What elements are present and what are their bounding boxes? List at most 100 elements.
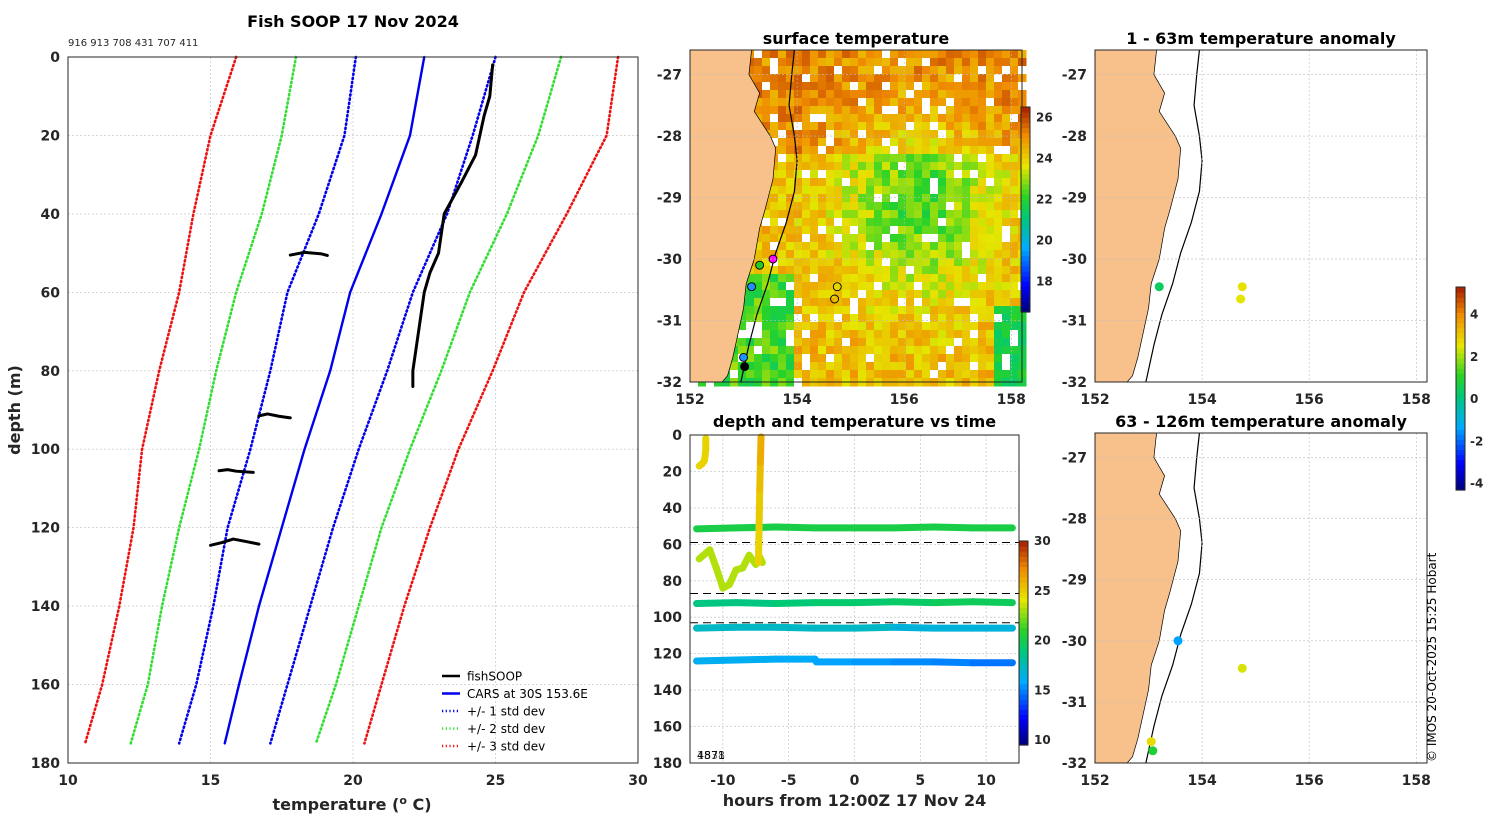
sst-cell	[922, 242, 931, 251]
sst-cell	[866, 82, 875, 91]
legend-label-4: +/- 3 std dev	[467, 740, 545, 754]
sst-cell	[818, 242, 827, 251]
anom-shallow-ytick-label: -31	[1062, 314, 1087, 330]
sst-cell	[754, 82, 763, 91]
sst-cell	[882, 290, 891, 299]
sst-cell	[898, 186, 907, 195]
sst-cell	[794, 258, 803, 267]
sst-cell	[866, 274, 875, 283]
sst-cell	[954, 58, 963, 67]
sst-cell	[818, 322, 827, 331]
sst-cell	[786, 306, 795, 315]
profile-series-line-7	[411, 63, 495, 388]
sst-cell	[850, 338, 859, 347]
sst-cell	[858, 186, 867, 195]
sst-cell	[1010, 226, 1019, 235]
sst-cell	[778, 146, 787, 155]
sst-colorbar-slice	[1021, 240, 1030, 246]
sst-cell	[874, 106, 883, 115]
sst-cell	[882, 186, 891, 195]
sst-colorbar-slice	[1021, 306, 1030, 313]
sst-cell	[914, 90, 923, 99]
sst-cell	[938, 234, 947, 243]
sst-cell	[770, 218, 779, 227]
sst-cell	[938, 186, 947, 195]
sst-cell	[882, 298, 891, 307]
sst-cell	[842, 106, 851, 115]
sst-cell	[802, 106, 811, 115]
sst-cell	[882, 338, 891, 347]
sst-cell	[898, 58, 907, 67]
sst-cell	[962, 138, 971, 147]
sst-cell	[954, 146, 963, 155]
sst-cell	[994, 218, 1003, 227]
sst-cell	[986, 130, 995, 139]
sst-colorbar-slice	[1021, 158, 1030, 164]
sst-xtick-label: 154	[782, 392, 811, 408]
sst-cell	[914, 242, 923, 251]
sst-cell	[842, 266, 851, 275]
sst-cell	[850, 138, 859, 147]
sst-cell	[978, 194, 987, 203]
sst-xtick-label: 156	[890, 392, 919, 408]
ts-colorbar-slice	[1019, 699, 1028, 705]
sst-cell	[770, 250, 779, 259]
sst-cell	[938, 362, 947, 371]
sst-cell	[938, 330, 947, 339]
sst-cell	[994, 202, 1003, 211]
sst-marker-2	[747, 282, 757, 292]
sst-cell	[946, 338, 955, 347]
sst-cell	[970, 234, 979, 243]
sst-cell	[914, 346, 923, 355]
sst-cell	[1010, 74, 1019, 83]
profile-xtick-label: 30	[628, 773, 648, 789]
sst-cell	[882, 98, 891, 107]
sst-cell	[898, 338, 907, 347]
sst-cell	[794, 362, 803, 371]
sst-cell	[746, 298, 755, 307]
sst-cell	[970, 106, 979, 115]
sst-cell	[802, 170, 811, 179]
sst-cell	[794, 58, 803, 67]
sst-cell	[882, 130, 891, 139]
sst-cell	[1010, 330, 1019, 339]
sst-cell	[882, 210, 891, 219]
sst-cell	[914, 234, 923, 243]
sst-cell	[866, 218, 875, 227]
sst-cell	[970, 154, 979, 163]
ts-colorbar-slice	[1019, 546, 1028, 552]
sst-cell	[754, 362, 763, 371]
sst-cell	[1010, 146, 1019, 155]
sst-cell	[906, 66, 915, 75]
sst-colorbar-slice	[1021, 301, 1030, 308]
anom-deep-point-3	[1148, 746, 1158, 756]
sst-cell	[746, 330, 755, 339]
ts-track-1	[693, 599, 740, 608]
sst-cell	[914, 306, 923, 315]
profile-ytick-label: 120	[31, 521, 60, 537]
sst-cell	[930, 202, 939, 211]
sst-cell	[1010, 162, 1019, 171]
profile-xlabel-text: temperature (	[272, 795, 399, 814]
sst-cell	[962, 210, 971, 219]
sst-cell	[834, 146, 843, 155]
sst-cell	[1002, 346, 1011, 355]
anomaly-colorbar-slice	[1456, 474, 1465, 481]
sst-cell	[778, 186, 787, 195]
sst-cell	[794, 90, 803, 99]
sst-cell	[930, 290, 939, 299]
sst-cell	[994, 58, 1003, 67]
sst-cell	[802, 90, 811, 99]
sst-cell	[874, 58, 883, 67]
sst-cell	[954, 210, 963, 219]
sst-cell	[834, 130, 843, 139]
sst-cell	[826, 194, 835, 203]
sst-cell	[850, 162, 859, 171]
sst-cell	[986, 162, 995, 171]
sst-cell	[930, 210, 939, 219]
sst-cell	[914, 186, 923, 195]
sst-cell	[826, 66, 835, 75]
sst-cell	[914, 170, 923, 179]
sst-cell	[914, 138, 923, 147]
sst-cell	[946, 210, 955, 219]
